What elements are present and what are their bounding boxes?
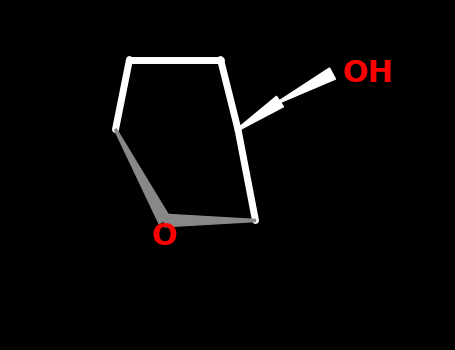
Text: OH: OH — [343, 59, 394, 88]
Polygon shape — [165, 214, 256, 227]
Polygon shape — [238, 96, 283, 130]
Polygon shape — [279, 68, 335, 103]
Polygon shape — [115, 129, 170, 224]
Text: O: O — [152, 222, 177, 251]
